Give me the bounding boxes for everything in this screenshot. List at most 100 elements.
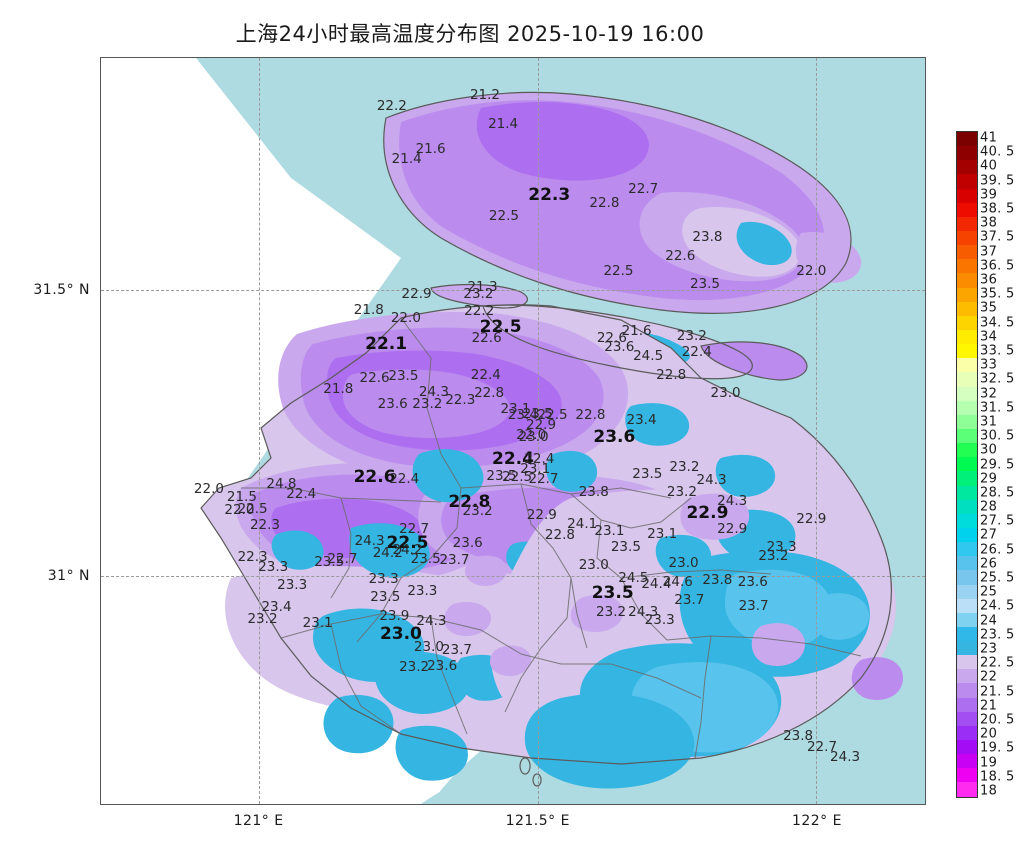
coastlines [200, 91, 892, 787]
colorbar-tick-label: 28 [980, 499, 998, 515]
colorbar-segment [957, 725, 977, 741]
warm-pocket [323, 694, 394, 754]
colorbar-segment [957, 259, 977, 274]
colorbar-segment [957, 174, 977, 189]
gridline-vertical [537, 58, 539, 804]
colorbar-segment [957, 485, 977, 500]
colorbar-tick-label: 18 [980, 783, 998, 799]
colorbar-segment [957, 542, 977, 557]
colorbar-tick-label: 29 [980, 471, 998, 487]
colorbar-segment [957, 329, 977, 345]
colorbar-segment [957, 457, 977, 472]
colorbar-tick-label: 34. 5 [980, 315, 1015, 331]
colorbar-segment [957, 160, 977, 175]
colorbar-segment [957, 711, 977, 726]
warm-pocket [349, 523, 430, 578]
warm-pocket [546, 450, 598, 492]
colorbar-tick-label: 34 [980, 329, 998, 345]
colorbar-tick-label: 25. 5 [980, 570, 1015, 586]
colorbar-tick-label: 23 [980, 641, 998, 657]
colorbar-segment [957, 471, 977, 486]
colorbar-tick-label: 26 [980, 556, 998, 572]
x-axis-tick-label: 121° E [233, 813, 284, 829]
colorbar-tick-labels: 41 40. 5 40 39. 5 39 38. 5 38 37. 5 37 36. 5 36 35.… [980, 131, 1024, 799]
warm-pocket [412, 449, 484, 503]
gridline-horizontal [101, 290, 925, 291]
colorbar-segment [957, 358, 977, 373]
colorbar-segment [957, 400, 977, 415]
colorbar-segment [957, 598, 977, 613]
chongming-island [383, 92, 862, 314]
colorbar-tick-label: 25 [980, 584, 998, 600]
colorbar-tick-label: 37 [980, 244, 998, 260]
colorbar-segment [957, 315, 977, 330]
colorbar-segment [957, 669, 977, 684]
colorbar-tick-label: 30 [980, 442, 998, 458]
colorbar-tick-label: 39. 5 [980, 173, 1015, 189]
map-plot-area[interactable]: 22.2 21.2 21.4 21.6 21.4 22.3 22.5 22.8 22.7 23.8… [100, 57, 926, 805]
colorbar-tick-label: 33. 5 [980, 343, 1015, 359]
colorbar-tick-label: 38 [980, 215, 998, 231]
district-boundaries [241, 317, 862, 759]
colorbar-tick-label: 36 [980, 272, 998, 288]
colorbar-segment [957, 386, 977, 401]
colorbar-segment [957, 344, 977, 359]
colorbar-segment [957, 146, 977, 161]
colorbar-segment [957, 612, 977, 627]
colorbar-segment [957, 428, 977, 444]
colorbar-tick-label: 33 [980, 357, 998, 373]
colorbar-segment [957, 230, 977, 246]
warm-pocket [524, 693, 695, 789]
colorbar-tick-label: 20 [980, 726, 998, 742]
colorbar-tick-label: 27. 5 [980, 513, 1015, 529]
colorbar-segment [957, 683, 977, 698]
warm-pocket [725, 569, 833, 649]
colorbar-tick-label: 27 [980, 527, 998, 543]
colorbar-segment [957, 301, 977, 316]
colorbar-tick-label: 35. 5 [980, 286, 1015, 302]
y-axis-tick-label: 31.5° N [33, 281, 90, 298]
x-axis-tick-label: 122° E [791, 813, 842, 829]
colorbar-tick-label: 20. 5 [980, 712, 1015, 728]
warm-pocket [395, 725, 468, 781]
x-axis-tick-label: 121.5° E [505, 813, 570, 829]
warm-pocket [271, 530, 324, 570]
colorbar-tick-label: 21. 5 [980, 684, 1015, 700]
colorbar-tick-label: 21 [980, 698, 998, 714]
colorbar-segment [957, 570, 977, 585]
colorbar-gradient[interactable] [956, 131, 978, 798]
colorbar-tick-label: 40. 5 [980, 144, 1015, 160]
colorbar-tick-label: 37. 5 [980, 229, 1015, 245]
colorbar-segment [957, 372, 977, 387]
colorbar-tick-label: 22. 5 [980, 655, 1015, 671]
colorbar-segment [957, 202, 977, 217]
colorbar-segment [957, 245, 977, 260]
colorbar-segment [957, 499, 977, 514]
colorbar-segment [957, 527, 977, 543]
colorbar-segment [957, 768, 977, 783]
colorbar-segment [957, 626, 977, 642]
colorbar-tick-label: 24. 5 [980, 598, 1015, 614]
colorbar-segment [957, 754, 977, 769]
colorbar-segment [957, 740, 977, 755]
contour-map-graphic [101, 58, 925, 804]
colorbar-segment [957, 556, 977, 571]
colorbar-segment [957, 287, 977, 302]
colorbar-tick-label: 36. 5 [980, 258, 1015, 274]
colorbar-segment [957, 641, 977, 656]
page-title: 上海24小时最高温度分布图 2025-10-19 16:00 [235, 22, 705, 46]
colorbar-segment [957, 273, 977, 288]
colorbar-segment [957, 216, 977, 231]
colorbar-tick-label: 19. 5 [980, 740, 1015, 756]
shanghai-mainland [201, 304, 903, 789]
colorbar-segment [957, 584, 977, 599]
colorbar-segment [957, 443, 977, 458]
colorbar-segment [957, 188, 977, 203]
colorbar-tick-label: 24 [980, 613, 998, 629]
colorbar-tick-label: 35 [980, 300, 998, 316]
colorbar-tick-label: 28. 5 [980, 485, 1015, 501]
colorbar-tick-label: 22 [980, 669, 998, 685]
colorbar-tick-label: 30. 5 [980, 428, 1015, 444]
gridline-vertical [259, 58, 261, 804]
